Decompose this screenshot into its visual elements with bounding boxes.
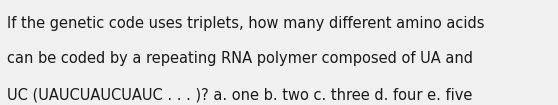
Text: can be coded by a repeating RNA polymer composed of UA and: can be coded by a repeating RNA polymer … <box>7 51 473 66</box>
Text: UC (UAUCUAUCUAUC . . . )? a. one b. two c. three d. four e. five: UC (UAUCUAUCUAUC . . . )? a. one b. two … <box>7 87 472 102</box>
Text: If the genetic code uses triplets, how many different amino acids: If the genetic code uses triplets, how m… <box>7 16 484 31</box>
